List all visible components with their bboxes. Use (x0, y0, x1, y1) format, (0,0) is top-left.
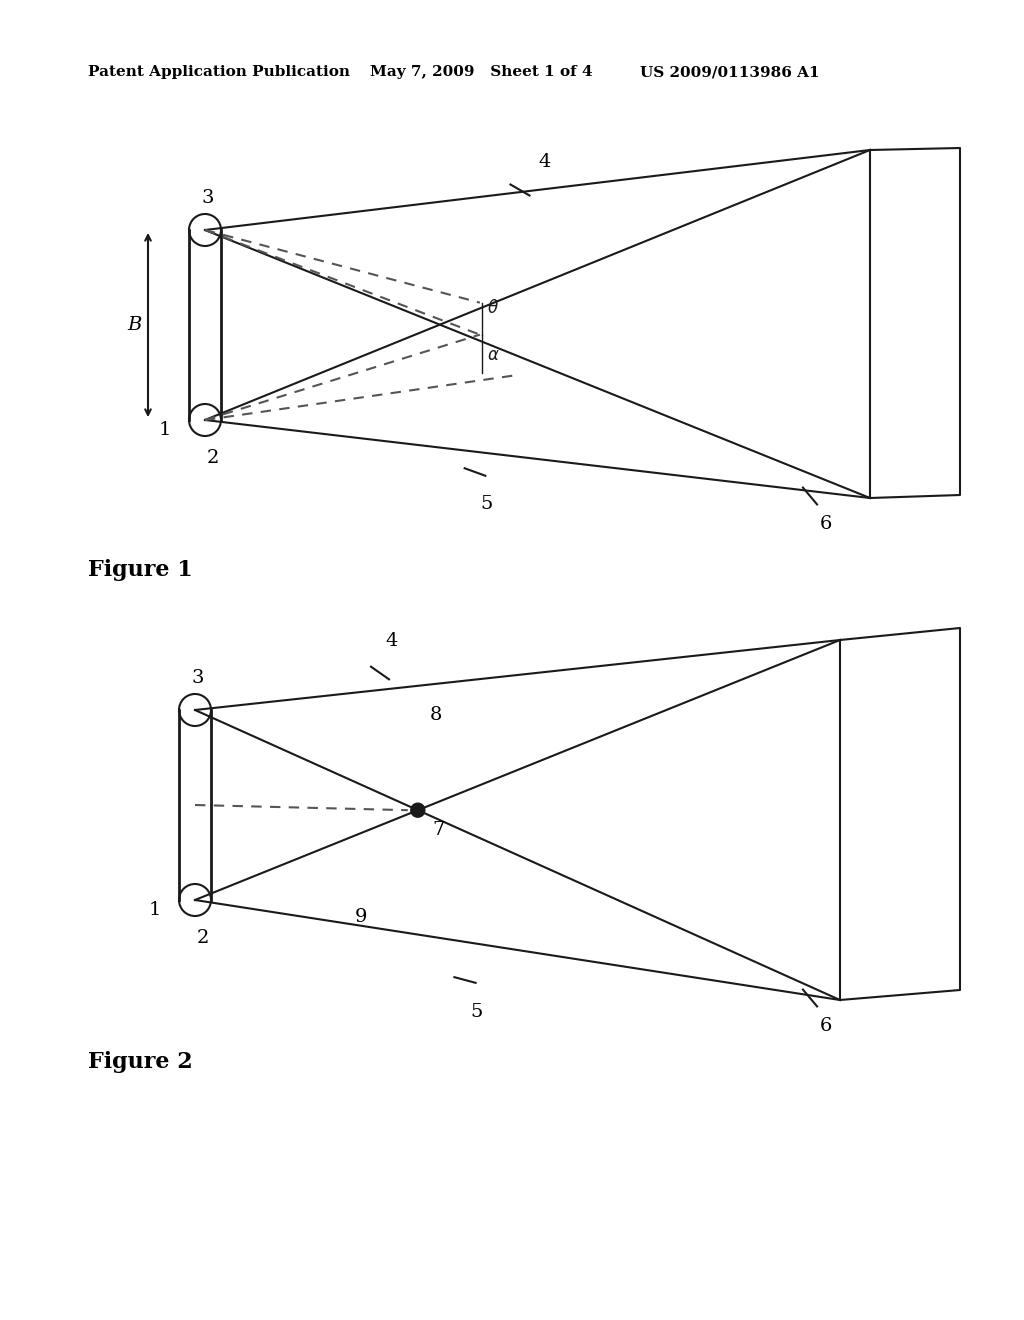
Text: 2: 2 (197, 929, 209, 946)
Text: 5: 5 (470, 1003, 482, 1020)
Text: 6: 6 (820, 1016, 833, 1035)
Text: 1: 1 (148, 902, 161, 919)
Text: B: B (127, 315, 141, 334)
Text: 7: 7 (433, 821, 445, 840)
Text: 1: 1 (159, 421, 171, 440)
Text: May 7, 2009   Sheet 1 of 4: May 7, 2009 Sheet 1 of 4 (370, 65, 593, 79)
Text: 5: 5 (480, 495, 493, 513)
Text: 3: 3 (202, 189, 214, 207)
Text: Figure 1: Figure 1 (88, 558, 193, 581)
Text: 3: 3 (191, 669, 204, 686)
Text: US 2009/0113986 A1: US 2009/0113986 A1 (640, 65, 819, 79)
Text: 9: 9 (355, 908, 368, 927)
Circle shape (411, 803, 425, 817)
Text: $\theta$: $\theta$ (486, 298, 499, 317)
Text: $\alpha$: $\alpha$ (486, 346, 500, 363)
Text: 8: 8 (430, 706, 442, 723)
Text: 4: 4 (538, 153, 550, 172)
Text: 4: 4 (385, 632, 397, 649)
Text: 6: 6 (820, 515, 833, 533)
Text: 2: 2 (207, 449, 219, 467)
Text: Patent Application Publication: Patent Application Publication (88, 65, 350, 79)
Text: Figure 2: Figure 2 (88, 1051, 193, 1073)
